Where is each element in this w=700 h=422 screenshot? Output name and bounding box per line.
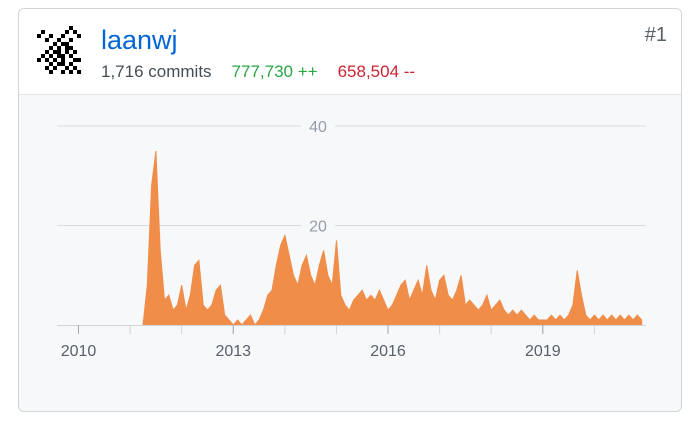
username-link[interactable]: laanwj [101,25,178,55]
y-tick-label-20: 20 [309,219,327,236]
commit-activity-chart: 20 40 2010 2013 2016 2019 [57,116,646,360]
deletions-count: 658,504 -- [337,62,416,81]
additions-count: 777,730 ++ [231,62,318,81]
commit-count[interactable]: 1,716 commits [101,62,212,81]
chart-labels: 20 40 2010 2013 2016 2019 [61,116,561,360]
y-tick-label-bg-20 [301,215,335,236]
chart-x-axis [57,325,646,334]
contributor-card: laanwj 1,716 commits 777,730 ++ 658,504 --… [18,8,682,412]
contribution-stats: 1,716 commits 777,730 ++ 658,504 -- [101,61,415,83]
rank-label: #1 [644,24,667,46]
chart-area-layer [142,150,643,326]
x-tick-label-2016: 2016 [370,343,406,360]
y-tick-label-bg-40 [301,116,335,136]
commit-area-series [142,150,643,326]
chart-grid [57,125,646,226]
contributor-header: laanwj 1,716 commits 777,730 ++ 658,504 --… [19,9,681,95]
x-tick-label-2019: 2019 [525,343,561,360]
pixel-identicon-icon[interactable] [37,26,85,74]
x-tick-label-2013: 2013 [215,343,251,360]
x-tick-label-2010: 2010 [61,343,97,360]
y-tick-label-40: 40 [309,119,327,136]
